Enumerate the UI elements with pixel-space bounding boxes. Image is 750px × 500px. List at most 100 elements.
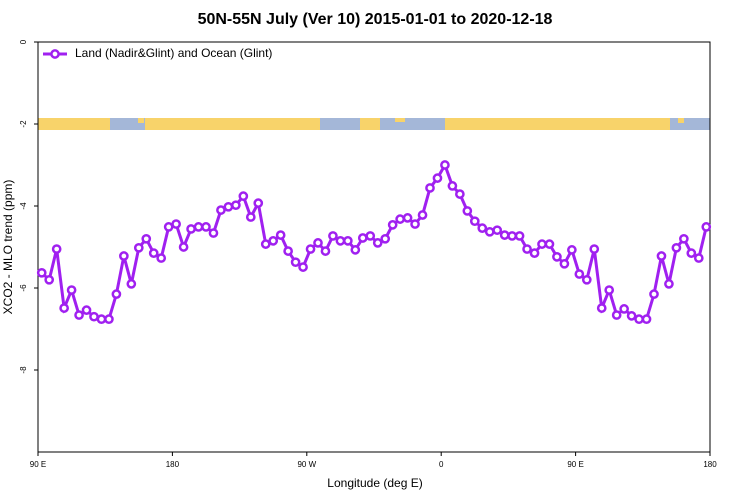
data-point bbox=[201, 222, 211, 232]
data-point bbox=[671, 242, 682, 253]
data-point bbox=[701, 222, 712, 232]
x-tick-label: 90 E bbox=[30, 460, 46, 469]
data-point bbox=[380, 233, 391, 244]
data-point bbox=[514, 231, 525, 241]
data-point bbox=[664, 279, 674, 289]
data-point bbox=[223, 201, 234, 212]
data-point bbox=[51, 244, 62, 254]
data-point bbox=[81, 305, 92, 315]
data-point bbox=[574, 269, 585, 279]
data-point bbox=[163, 222, 174, 232]
y-tick-label: 0 bbox=[19, 39, 28, 44]
data-point bbox=[111, 289, 122, 299]
data-point bbox=[320, 246, 331, 256]
data-point bbox=[283, 246, 293, 256]
data-point bbox=[492, 225, 503, 236]
data-point bbox=[619, 304, 629, 314]
data-point bbox=[425, 183, 435, 193]
legend-label: Land (Nadir&Glint) and Ocean (Glint) bbox=[75, 46, 272, 60]
data-point bbox=[44, 274, 55, 285]
data-point bbox=[290, 257, 301, 268]
data-point bbox=[477, 223, 488, 233]
data-point bbox=[387, 220, 398, 230]
data-point bbox=[679, 233, 689, 244]
data-point bbox=[372, 238, 383, 248]
data-point bbox=[156, 253, 167, 263]
x-axis-label: Longitude (deg E) bbox=[327, 476, 422, 490]
data-point bbox=[171, 219, 181, 229]
data-point bbox=[365, 231, 376, 241]
data-point bbox=[328, 231, 338, 241]
data-point bbox=[656, 251, 667, 261]
data-point bbox=[410, 219, 420, 229]
data-point bbox=[537, 239, 547, 249]
data-point bbox=[208, 228, 219, 238]
data-point bbox=[395, 214, 405, 224]
data-point bbox=[440, 160, 450, 170]
x-tick-label: 180 bbox=[166, 460, 180, 469]
data-point bbox=[634, 314, 644, 325]
data-point bbox=[522, 244, 532, 254]
data-point bbox=[89, 311, 99, 322]
map-strip bbox=[38, 118, 710, 130]
data-point bbox=[544, 239, 555, 249]
data-point bbox=[484, 226, 495, 237]
x-tick-label: 180 bbox=[703, 460, 717, 469]
plot-frame bbox=[37, 41, 711, 453]
x-tick-label: 90 W bbox=[297, 460, 316, 469]
data-point bbox=[245, 212, 256, 222]
data-point bbox=[335, 236, 346, 246]
x-tick-label: 0 bbox=[439, 460, 444, 469]
data-point bbox=[357, 233, 368, 243]
data-point bbox=[604, 285, 615, 295]
y-tick-label: -4 bbox=[19, 202, 28, 210]
data-point bbox=[499, 230, 510, 240]
data-point bbox=[298, 262, 308, 272]
data-point bbox=[552, 251, 562, 262]
y-axis-label: XCO2 - MLO trend (ppm) bbox=[1, 180, 15, 315]
x-tick-label: 90 E bbox=[567, 460, 583, 469]
data-point bbox=[432, 173, 443, 183]
data-point bbox=[104, 314, 114, 325]
data-point bbox=[260, 239, 271, 249]
data-point bbox=[507, 231, 517, 241]
data-point bbox=[649, 289, 659, 299]
data-point bbox=[567, 245, 577, 255]
data-point bbox=[455, 189, 465, 199]
data-point bbox=[589, 244, 600, 254]
data-point bbox=[686, 248, 697, 258]
data-point bbox=[350, 245, 361, 255]
data-point bbox=[343, 236, 353, 246]
y-tick-label: -2 bbox=[19, 120, 28, 128]
data-point bbox=[581, 274, 592, 285]
data-point bbox=[216, 205, 226, 215]
data-point bbox=[119, 251, 129, 261]
data-point bbox=[447, 181, 458, 191]
data-point bbox=[469, 216, 480, 227]
data-point bbox=[36, 267, 47, 278]
data-point bbox=[178, 242, 189, 252]
data-point bbox=[596, 303, 607, 313]
chart-title: 50N-55N July (Ver 10) 2015-01-01 to 2020… bbox=[198, 11, 553, 28]
y-tick-label: -6 bbox=[19, 284, 28, 292]
data-point bbox=[238, 191, 249, 202]
data-point bbox=[641, 314, 652, 325]
data-point bbox=[141, 233, 152, 244]
data-point bbox=[305, 244, 316, 254]
data-point bbox=[126, 279, 137, 289]
data-point bbox=[186, 224, 196, 234]
data-point bbox=[313, 238, 323, 248]
data-point bbox=[148, 248, 159, 258]
data-point bbox=[133, 242, 144, 253]
data-point bbox=[626, 311, 637, 321]
data-point bbox=[275, 230, 286, 240]
data-point bbox=[693, 253, 704, 263]
data-point bbox=[66, 285, 77, 295]
data-point bbox=[611, 310, 622, 320]
data-point bbox=[193, 222, 204, 232]
legend-marker bbox=[50, 49, 60, 59]
data-point bbox=[529, 248, 540, 258]
data-point bbox=[74, 310, 84, 320]
data-point bbox=[231, 200, 241, 211]
data-point bbox=[402, 213, 413, 223]
